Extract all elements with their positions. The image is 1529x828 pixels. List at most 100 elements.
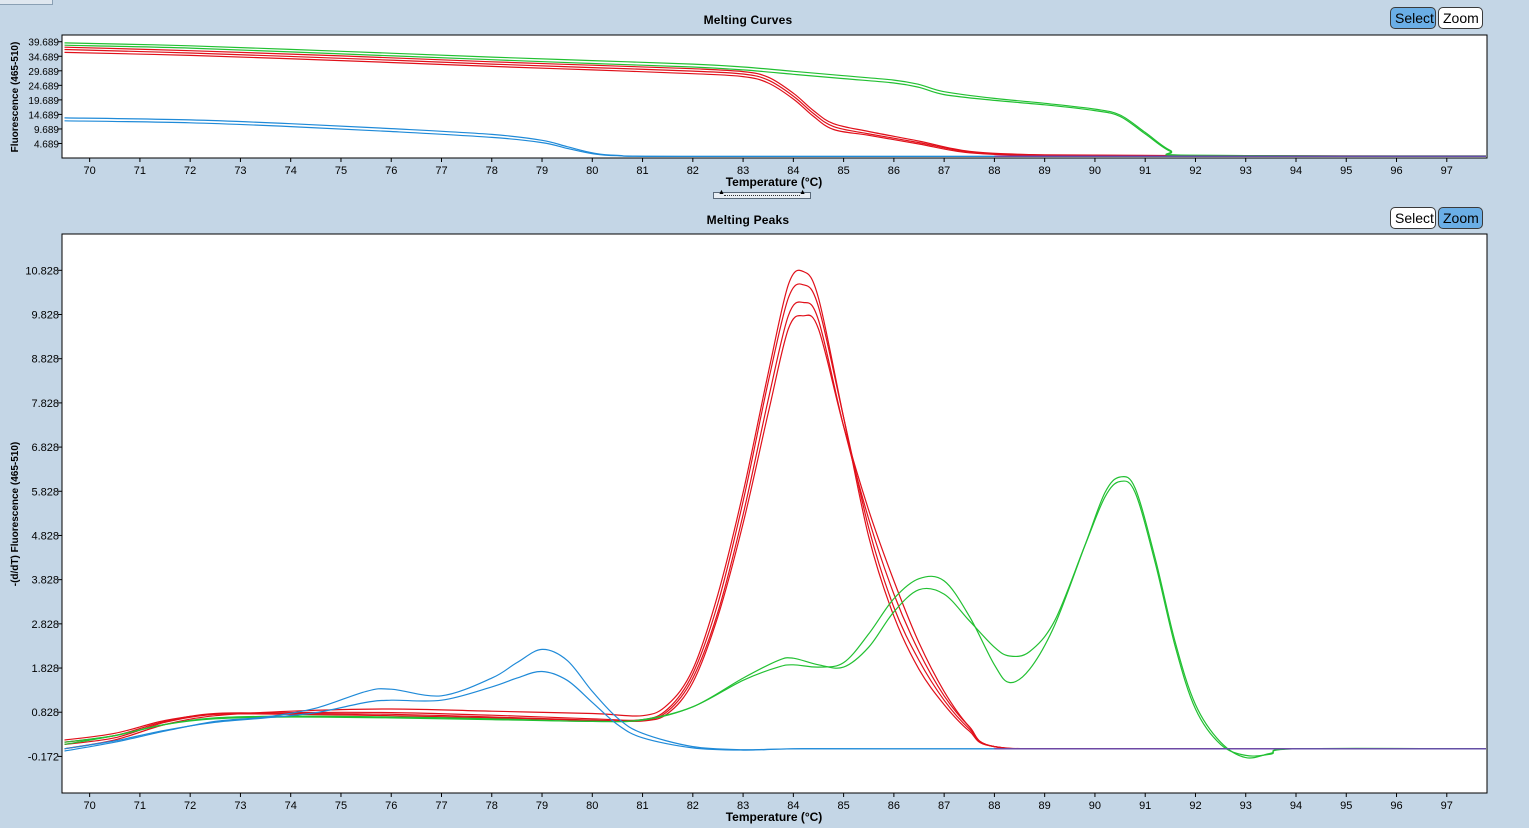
x-tick-label: 93 — [1240, 165, 1252, 177]
y-tick-label: 1.828 — [31, 663, 59, 675]
melting-curves-plot-area[interactable] — [61, 34, 1488, 159]
x-tick-label: 97 — [1441, 800, 1453, 812]
red-series-line — [64, 283, 1486, 750]
x-tick-label: 80 — [586, 165, 598, 177]
x-tick-label: 78 — [486, 165, 498, 177]
x-tick-label: 95 — [1340, 800, 1352, 812]
x-tick-label: 83 — [737, 165, 749, 177]
x-tick-label: 96 — [1390, 165, 1402, 177]
x-tick-label: 71 — [134, 800, 146, 812]
melting-curves-x-axis-label: Temperature (°C) — [726, 175, 823, 189]
curves-select-button[interactable]: Select — [1390, 7, 1436, 29]
x-tick-label: 87 — [938, 800, 950, 812]
melting-peaks-x-axis: 70 71 72 73 74 75 76 77 78 79 80 81 82 83 84 85 86 87 88 89… — [84, 793, 1453, 812]
x-tick-label: 97 — [1441, 165, 1453, 177]
x-tick-label: 75 — [335, 800, 347, 812]
x-tick-label: 78 — [486, 800, 498, 812]
x-tick-label: 82 — [687, 800, 699, 812]
y-tick-label: 3.828 — [31, 575, 59, 587]
x-tick-label: 80 — [586, 800, 598, 812]
y-tick-label: 10.828 — [25, 265, 59, 277]
x-tick-label: 83 — [737, 800, 749, 812]
melting-curves-y-axis: 4.689 9.689 14.689 19.689 24.689 29.689 34.689… — [28, 38, 62, 150]
y-tick-label: 4.689 — [34, 139, 59, 150]
y-tick-label: 0.828 — [31, 707, 59, 719]
panel-splitter-handle[interactable]: ▲ ▲ — [713, 189, 811, 199]
x-tick-label: 90 — [1089, 165, 1101, 177]
red-series-line — [64, 314, 1486, 750]
x-tick-label: 93 — [1240, 800, 1252, 812]
y-tick-label: 2.828 — [31, 619, 59, 631]
x-tick-label: 81 — [636, 165, 648, 177]
x-tick-label: 91 — [1139, 800, 1151, 812]
x-tick-label: 70 — [84, 800, 96, 812]
x-tick-label: 73 — [234, 165, 246, 177]
peaks-select-button[interactable]: Select — [1390, 207, 1436, 229]
y-tick-label: 14.689 — [28, 110, 59, 121]
peaks-panel-title: Melting Peaks — [706, 213, 790, 227]
melting-peaks-chart[interactable]: 70 71 72 73 74 75 76 77 78 79 80 81 82 83 84 85 86 87 88 89… — [10, 233, 1488, 824]
x-tick-label: 82 — [687, 165, 699, 177]
x-tick-label: 95 — [1340, 165, 1352, 177]
x-tick-label: 94 — [1290, 165, 1302, 177]
melting-curves-series — [64, 42, 1486, 157]
x-tick-label: 87 — [938, 165, 950, 177]
x-tick-label: 85 — [837, 165, 849, 177]
y-tick-label: -0.172 — [28, 751, 59, 763]
y-tick-label: 9.828 — [31, 310, 59, 322]
melting-peaks-plot-area[interactable] — [61, 233, 1488, 794]
melting-curves-x-axis: 70 71 72 73 74 75 76 77 78 79 80 81 82 83 84 85 86 87 88 89… — [84, 158, 1453, 177]
y-tick-label: 6.828 — [31, 442, 59, 454]
green-series-line — [64, 475, 1486, 759]
green-series-line — [64, 480, 1486, 757]
x-tick-label: 76 — [385, 165, 397, 177]
y-tick-label: 9.689 — [34, 125, 59, 136]
peaks-zoom-button[interactable]: Zoom — [1438, 207, 1483, 229]
green-series-line — [64, 42, 1486, 157]
x-tick-label: 84 — [787, 165, 799, 177]
green-series-line — [64, 44, 1486, 157]
melting-peaks-y-axis: -0.172 0.828 1.828 2.828 3.828 4.828 5.828 6.82… — [25, 265, 62, 763]
x-tick-label: 73 — [234, 800, 246, 812]
curves-zoom-button[interactable]: Zoom — [1438, 7, 1483, 29]
x-tick-label: 86 — [888, 800, 900, 812]
x-tick-label: 81 — [636, 800, 648, 812]
melting-peaks-x-axis-label: Temperature (°C) — [726, 810, 823, 824]
melting-peaks-y-axis-label: -(d/dT) Fluorescence (465-510) — [10, 442, 21, 586]
y-tick-label: 19.689 — [28, 96, 59, 107]
melting-curves-y-axis-label: Fluorescence (465-510) — [10, 42, 21, 153]
red-series-line — [64, 269, 1486, 750]
x-tick-label: 88 — [988, 800, 1000, 812]
x-tick-label: 89 — [1039, 165, 1051, 177]
x-tick-label: 71 — [134, 165, 146, 177]
x-tick-label: 72 — [184, 800, 196, 812]
x-tick-label: 84 — [787, 800, 799, 812]
x-tick-label: 77 — [435, 800, 447, 812]
y-tick-label: 8.828 — [31, 354, 59, 366]
x-tick-label: 90 — [1089, 800, 1101, 812]
x-tick-label: 92 — [1189, 165, 1201, 177]
x-tick-label: 75 — [335, 165, 347, 177]
x-tick-label: 79 — [536, 165, 548, 177]
splitter-dots — [724, 195, 800, 196]
x-tick-label: 70 — [84, 165, 96, 177]
x-tick-label: 77 — [435, 165, 447, 177]
curves-panel-title: Melting Curves — [703, 13, 793, 27]
x-tick-label: 89 — [1039, 800, 1051, 812]
x-tick-label: 76 — [385, 800, 397, 812]
y-tick-label: 24.689 — [28, 81, 59, 92]
blue-series-line — [64, 670, 1486, 751]
melting-curves-chart[interactable]: 70 71 72 73 74 75 76 77 78 79 80 81 82 83 84 85 86 87 88 89… — [10, 34, 1488, 189]
corner-box — [0, 0, 53, 5]
splitter-up-arrow-icon: ▲ — [718, 189, 725, 196]
x-tick-label: 96 — [1390, 800, 1402, 812]
splitter-up-arrow-icon: ▲ — [799, 189, 806, 196]
y-tick-label: 5.828 — [31, 486, 59, 498]
melting-peaks-series — [64, 269, 1486, 759]
x-tick-label: 94 — [1290, 800, 1302, 812]
x-tick-label: 92 — [1189, 800, 1201, 812]
y-tick-label: 34.689 — [28, 52, 59, 63]
y-tick-label: 4.828 — [31, 530, 59, 542]
red-series-line — [64, 46, 1486, 157]
